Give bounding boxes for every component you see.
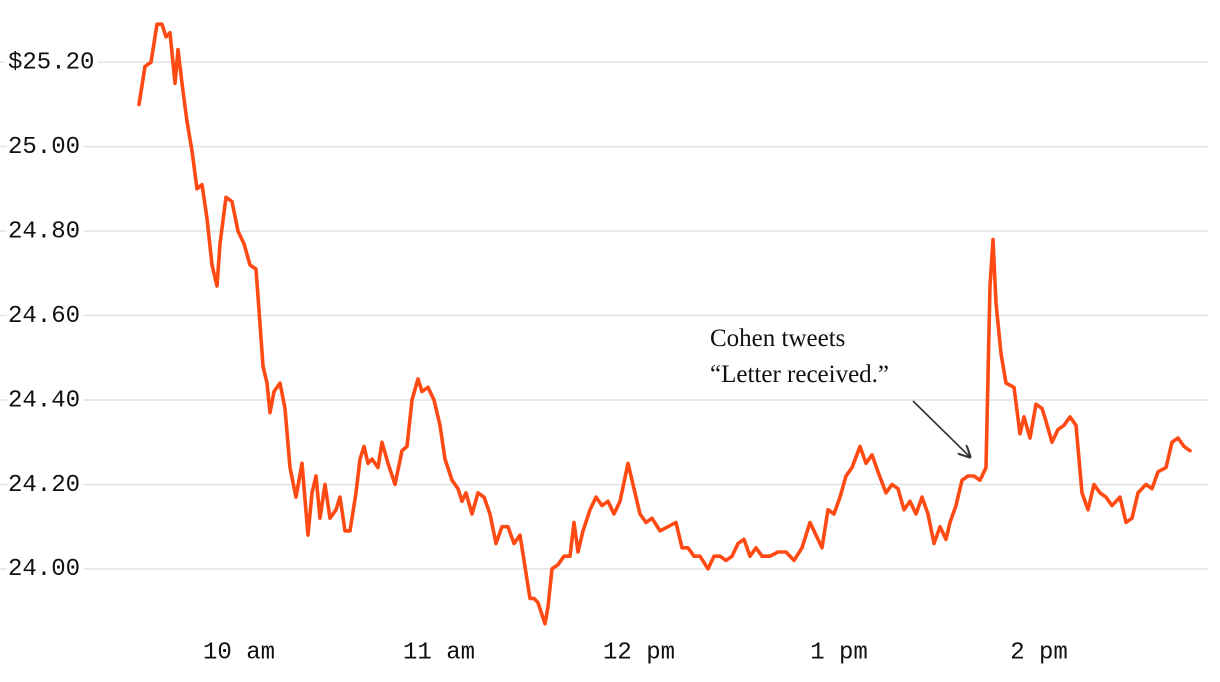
labels: 24.00 24.20 24.40 24.60 24.80 25.00 $25.20 10 a… bbox=[3, 45, 1068, 667]
x-tick-label: 1 pm bbox=[810, 639, 868, 666]
annotation-line: Cohen tweets bbox=[710, 325, 845, 352]
x-tick-label: 2 pm bbox=[1010, 639, 1068, 666]
y-tick-label: $25.20 bbox=[8, 50, 94, 77]
x-tick-label: 10 am bbox=[203, 639, 275, 666]
y-tick-label: 25.00 bbox=[8, 134, 80, 161]
x-tick-label: 12 pm bbox=[603, 639, 675, 666]
annotation-arrow bbox=[912, 400, 970, 457]
annotation-line: “Letter received.” bbox=[710, 361, 889, 388]
y-tick-label: 24.00 bbox=[8, 556, 80, 583]
y-tick-label: 24.40 bbox=[8, 387, 80, 414]
price-line bbox=[137, 22, 1192, 626]
y-tick-label: 24.20 bbox=[8, 472, 80, 499]
x-tick-label: 11 am bbox=[403, 639, 475, 666]
y-tick-label: 24.60 bbox=[8, 303, 80, 330]
y-tick-label: 24.80 bbox=[8, 218, 80, 245]
grid bbox=[0, 61, 1208, 570]
